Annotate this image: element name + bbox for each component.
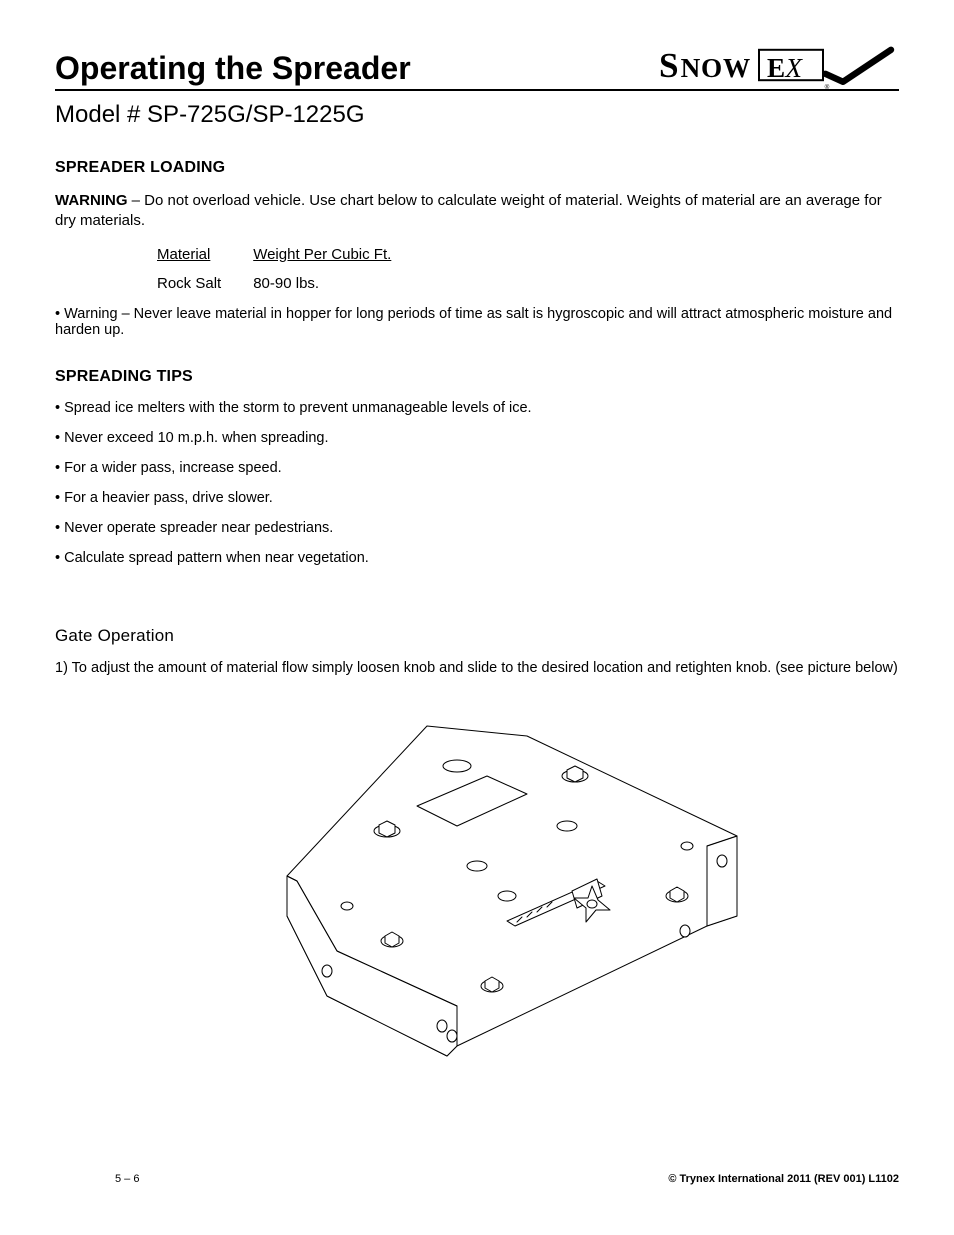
loading-warning-paragraph: WARNING – Do not overload vehicle. Use c… xyxy=(55,191,899,232)
material-weight-table: Material Weight Per Cubic Ft. Rock Salt … xyxy=(155,242,423,296)
copyright: © Trynex International 2011 (REV 001) L1… xyxy=(668,1173,899,1185)
svg-text:E: E xyxy=(767,53,785,83)
heading-spreader-loading: SPREADER LOADING xyxy=(55,159,899,177)
col-weight-header: Weight Per Cubic Ft. xyxy=(253,244,421,271)
heading-spreading-tips: SPREADING TIPS xyxy=(55,368,899,386)
tip-item: Never exceed 10 m.p.h. when spreading. xyxy=(55,430,899,446)
gate-plate-diagram xyxy=(177,696,777,1096)
table-row: Rock Salt 80-90 lbs. xyxy=(157,273,421,294)
warning-text: – Do not overload vehicle. Use chart bel… xyxy=(55,192,882,229)
warning-label: WARNING xyxy=(55,192,128,209)
tip-item: For a heavier pass, drive slower. xyxy=(55,490,899,506)
svg-text:®: ® xyxy=(825,83,830,91)
svg-text:X: X xyxy=(784,53,803,83)
tip-item: Calculate spread pattern when near veget… xyxy=(55,550,899,566)
tip-item: Never operate spreader near pedestrians. xyxy=(55,520,899,536)
tip-item: Spread ice melters with the storm to pre… xyxy=(55,400,899,416)
tips-list: Spread ice melters with the storm to pre… xyxy=(55,400,899,566)
heading-gate-operation: Gate Operation xyxy=(55,626,899,646)
col-material-header: Material xyxy=(157,244,251,271)
gate-step-1: 1) To adjust the amount of material flow… xyxy=(55,660,899,676)
cell-material: Rock Salt xyxy=(157,273,251,294)
svg-text:NOW: NOW xyxy=(681,53,751,83)
hopper-warning: Warning – Never leave material in hopper… xyxy=(55,306,899,338)
model-number: Model # SP-725G/SP-1225G xyxy=(55,101,899,129)
snowex-logo: S NOW E X ® xyxy=(659,45,899,97)
svg-text:S: S xyxy=(659,46,679,85)
page-number: 5 – 6 xyxy=(55,1173,139,1185)
cell-weight: 80-90 lbs. xyxy=(253,273,421,294)
tip-item: For a wider pass, increase speed. xyxy=(55,460,899,476)
